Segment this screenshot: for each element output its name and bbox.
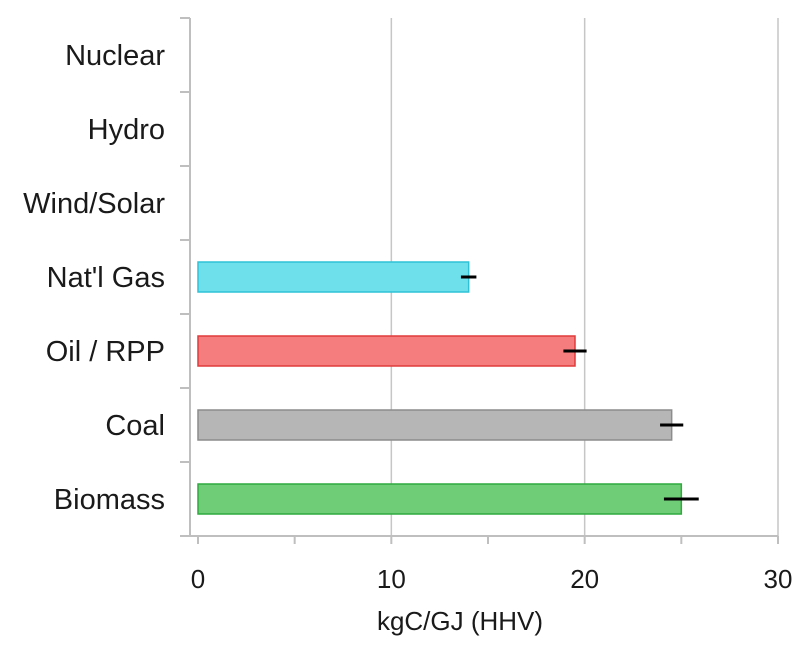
bar [197,409,673,441]
category-label: Coal [105,410,165,442]
category-label: Hydro [88,114,165,146]
x-axis-title: kgC/GJ (HHV) [377,606,543,636]
axes [189,18,778,537]
x-tick-labels: 0 10 20 30 [191,564,793,594]
error-bars [460,275,699,501]
bar [197,261,470,293]
x-tick-label: 20 [570,564,599,594]
bar [197,483,683,515]
category-label: Nuclear [65,40,165,72]
bars [197,261,683,515]
category-label: Biomass [54,484,165,516]
category-label: Nat'l Gas [47,262,165,294]
bar [197,335,576,367]
ticks [180,17,779,544]
x-tick-label: 0 [191,564,205,594]
category-labels: Nuclear Hydro Wind/Solar Nat'l Gas Oil / RPP… [23,40,165,516]
x-tick-label: 30 [764,564,793,594]
category-label: Wind/Solar [23,188,165,220]
x-tick-label: 10 [377,564,406,594]
category-label: Oil / RPP [46,336,165,368]
